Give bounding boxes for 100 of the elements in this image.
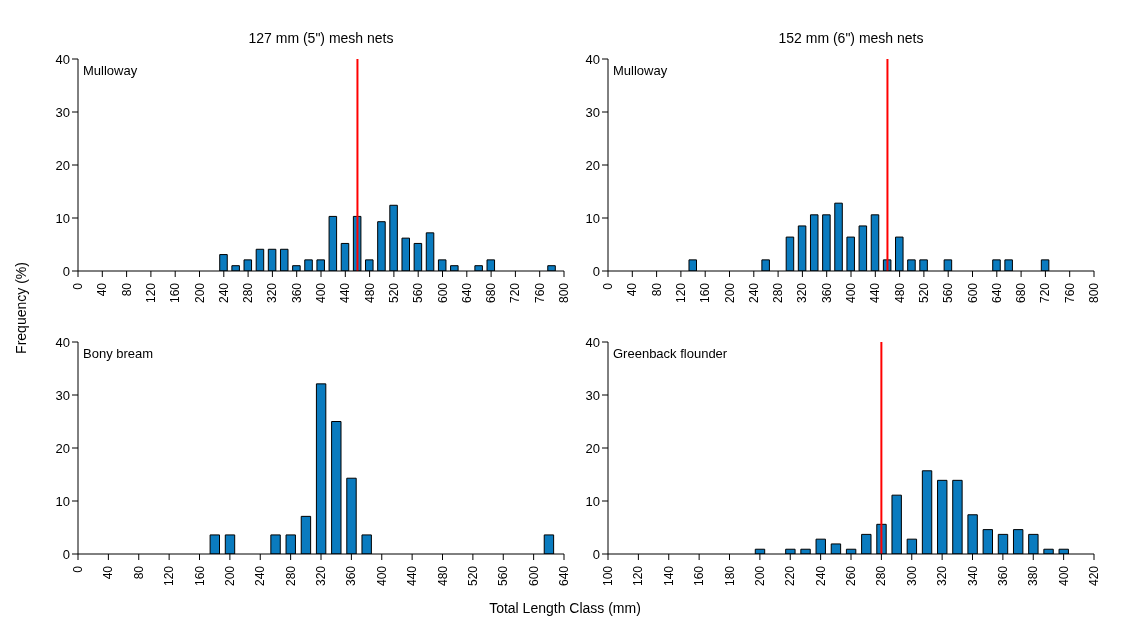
x-tick-label: 160 <box>698 282 713 304</box>
x-tick-label: 200 <box>222 565 237 587</box>
x-tick-label: 80 <box>131 565 146 580</box>
x-tick-label: 80 <box>649 282 664 297</box>
x-tick-label: 240 <box>253 565 268 587</box>
x-tick-label: 160 <box>192 565 207 587</box>
y-tick-label: 30 <box>585 387 600 403</box>
x-tick-label: 760 <box>1062 282 1077 304</box>
x-tick-label: 140 <box>661 565 676 587</box>
x-axis-title: Total Length Class (mm) <box>488 600 642 616</box>
y-tick-label: 30 <box>55 387 70 403</box>
x-tick-label: 0 <box>71 565 85 573</box>
x-tick-label: 320 <box>795 282 810 304</box>
x-tick-label: 440 <box>868 282 883 304</box>
x-tick-label: 520 <box>386 282 401 304</box>
x-tick-label: 120 <box>162 565 177 587</box>
annotation: Mulloway <box>613 63 668 78</box>
x-tick-label: 320 <box>265 282 280 304</box>
y-tick-label: 20 <box>55 157 70 173</box>
y-tick-label: 20 <box>585 440 600 456</box>
y-axis-title: Frequency (%) <box>13 262 29 354</box>
x-tick-label: 480 <box>435 565 450 587</box>
x-tick-label: 360 <box>995 565 1010 587</box>
y-tick-label: 0 <box>592 263 600 279</box>
y-tick-label: 30 <box>55 104 70 120</box>
y-tick-label: 0 <box>62 263 70 279</box>
x-tick-label: 420 <box>1087 565 1101 587</box>
x-tick-label: 120 <box>143 282 158 304</box>
x-tick-label: 260 <box>844 565 858 587</box>
y-tick-label: 20 <box>585 157 600 173</box>
x-tick-label: 360 <box>344 565 359 587</box>
y-tick-label: 10 <box>55 493 70 509</box>
x-tick-label: 220 <box>783 565 798 587</box>
x-tick-label: 320 <box>314 565 328 587</box>
annotation: Bony bream <box>83 346 154 361</box>
x-tick-label: 280 <box>241 282 256 304</box>
x-tick-label: 120 <box>631 565 646 587</box>
y-tick-label: 40 <box>585 334 600 350</box>
x-tick-label: 0 <box>71 282 85 290</box>
x-tick-label: 200 <box>192 282 207 304</box>
y-tick-label: 0 <box>592 546 600 562</box>
x-tick-label: 200 <box>752 565 767 587</box>
x-tick-label: 400 <box>1056 565 1071 587</box>
x-tick-label: 640 <box>459 282 474 304</box>
chart-title: 152 mm (6") mesh nets <box>777 30 925 46</box>
y-tick-label: 0 <box>62 546 70 562</box>
x-tick-label: 520 <box>916 282 931 304</box>
x-tick-label: 280 <box>771 282 786 304</box>
x-tick-label: 180 <box>722 565 737 587</box>
x-tick-label: 720 <box>1038 282 1053 304</box>
x-tick-label: 760 <box>532 282 547 304</box>
annotation: Mulloway <box>83 63 138 78</box>
x-tick-label: 800 <box>557 282 571 304</box>
x-tick-label: 0 <box>601 282 615 290</box>
x-tick-label: 680 <box>1014 282 1029 304</box>
x-tick-label: 640 <box>557 565 571 587</box>
x-tick-label: 160 <box>168 282 183 304</box>
x-tick-label: 360 <box>289 282 304 304</box>
x-tick-label: 720 <box>508 282 523 304</box>
x-tick-label: 380 <box>1026 565 1041 587</box>
x-tick-label: 600 <box>526 565 541 587</box>
y-tick-label: 10 <box>585 493 600 509</box>
annotation: Greenback flounder <box>613 346 728 361</box>
y-tick-label: 10 <box>585 210 600 226</box>
x-tick-label: 40 <box>95 282 110 297</box>
x-tick-label: 640 <box>989 282 1004 304</box>
y-tick-label: 30 <box>585 104 600 120</box>
x-tick-label: 300 <box>904 565 919 587</box>
x-tick-label: 240 <box>216 282 231 304</box>
x-tick-label: 240 <box>746 282 761 304</box>
y-tick-label: 20 <box>55 440 70 456</box>
x-tick-label: 240 <box>813 565 828 587</box>
x-tick-label: 560 <box>411 282 426 304</box>
x-tick-label: 440 <box>338 282 353 304</box>
x-tick-label: 320 <box>935 565 950 587</box>
x-tick-label: 120 <box>673 282 688 304</box>
x-tick-label: 280 <box>283 565 298 587</box>
x-tick-label: 560 <box>941 282 956 304</box>
x-tick-label: 520 <box>465 565 480 587</box>
x-tick-label: 100 <box>601 565 615 587</box>
y-tick-label: 40 <box>585 51 600 67</box>
x-tick-label: 340 <box>965 565 980 587</box>
chart-title: 127 mm (5") mesh nets <box>247 30 395 46</box>
x-tick-label: 600 <box>965 282 980 304</box>
x-tick-label: 280 <box>874 565 889 587</box>
x-tick-label: 160 <box>692 565 707 587</box>
x-tick-label: 600 <box>435 282 450 304</box>
x-tick-label: 440 <box>405 565 420 587</box>
y-tick-label: 40 <box>55 334 70 350</box>
x-tick-label: 80 <box>119 282 134 297</box>
x-tick-label: 200 <box>722 282 737 304</box>
x-tick-label: 480 <box>892 282 907 304</box>
x-tick-label: 680 <box>484 282 499 304</box>
x-tick-label: 560 <box>496 565 511 587</box>
x-tick-label: 40 <box>625 282 640 297</box>
y-tick-label: 40 <box>55 51 70 67</box>
x-tick-label: 400 <box>314 282 328 304</box>
x-tick-label: 480 <box>362 282 377 304</box>
x-tick-label: 400 <box>374 565 389 587</box>
x-tick-label: 400 <box>844 282 858 304</box>
